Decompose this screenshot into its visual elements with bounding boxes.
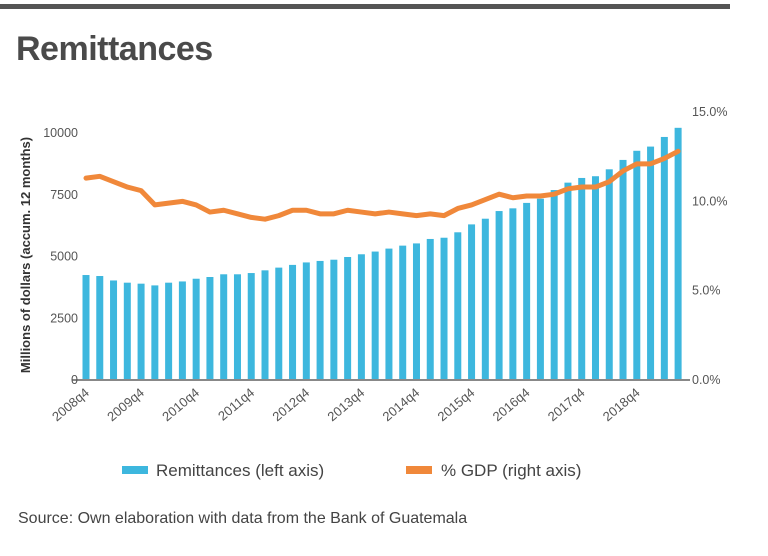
x-tick-label: 2013q4 — [324, 385, 367, 424]
y-tick-label: 7500 — [50, 188, 78, 202]
y2-tick-label: 10.0% — [692, 194, 727, 208]
bar-2009q1 — [96, 276, 104, 380]
bar-2010q2 — [165, 282, 173, 380]
x-tick-label: 2012q4 — [269, 385, 312, 424]
bar-2018q2 — [605, 169, 613, 380]
y2-tick-label: 5.0% — [692, 284, 721, 298]
gdp-line — [83, 148, 681, 222]
x-tick-label: 2018q4 — [600, 385, 643, 424]
x-tick-label: 2016q4 — [490, 385, 533, 424]
y2-tick-label: 0.0% — [692, 373, 721, 387]
x-tick-label: 2015q4 — [435, 385, 478, 424]
x-tick-label: 2009q4 — [104, 385, 147, 424]
legend: Remittances (left axis) % GDP (right axi… — [122, 461, 581, 480]
bar-2008q4 — [82, 275, 90, 380]
page-title: Remittances — [16, 30, 213, 68]
y-tick-label: 5000 — [50, 250, 78, 264]
x-tick-label: 2010q4 — [159, 385, 202, 424]
x-tick-label: 2011q4 — [215, 385, 257, 424]
bar-2010q4 — [192, 278, 200, 380]
y-axis-label: Millions of dollars (accum. 12 months) — [18, 137, 33, 373]
bar-2012q3 — [289, 264, 297, 380]
bar-2010q3 — [178, 281, 186, 380]
bar-2019q1 — [647, 146, 655, 380]
bar-2011q3 — [233, 274, 241, 380]
x-tick-label: 2008q4 — [49, 385, 92, 424]
bar-2015q2 — [440, 237, 448, 380]
bar-2009q2 — [110, 280, 118, 380]
bar-2018q1 — [591, 176, 599, 380]
bar-2017q3 — [564, 182, 572, 380]
bar-2018q4 — [633, 150, 641, 380]
bar-2011q2 — [220, 274, 228, 380]
bar-2015q3 — [454, 232, 462, 380]
bar-2018q3 — [619, 159, 627, 380]
bar-2009q3 — [123, 282, 131, 380]
y2-tick-label: 15.0% — [692, 105, 727, 119]
bar-2019q2 — [660, 136, 668, 380]
bar-2012q4 — [302, 262, 310, 380]
bar-2009q4 — [137, 283, 145, 380]
legend-swatch-remittances — [122, 466, 148, 474]
y-tick-label: 2500 — [50, 311, 78, 325]
x-tick-label: 2017q4 — [545, 385, 588, 424]
bar-2010q1 — [151, 285, 159, 380]
bar-2012q2 — [275, 267, 283, 380]
legend-label-gdp: % GDP (right axis) — [441, 461, 581, 480]
bar-2017q1 — [536, 198, 544, 380]
top-rule — [0, 4, 730, 9]
bar-2011q4 — [247, 273, 255, 380]
bar-2016q2 — [495, 211, 503, 380]
bar-2014q3 — [399, 245, 407, 380]
y-tick-label: 10000 — [43, 126, 78, 140]
bar-2013q1 — [316, 260, 324, 380]
bar-2013q4 — [357, 254, 365, 380]
bar-2014q1 — [371, 251, 379, 380]
bar-2011q1 — [206, 277, 214, 380]
bar-2017q4 — [578, 177, 586, 380]
legend-swatch-gdp — [406, 466, 432, 474]
bar-2016q3 — [509, 208, 517, 380]
legend-label-remittances: Remittances (left axis) — [156, 461, 324, 480]
x-tick-label: 2014q4 — [380, 385, 423, 424]
bar-2016q4 — [523, 202, 531, 380]
y-tick-label: 0 — [71, 373, 78, 387]
bar-2019q3 — [674, 127, 682, 380]
bar-2014q2 — [385, 248, 393, 380]
bar-2013q3 — [344, 256, 352, 380]
bar-2015q4 — [468, 224, 476, 380]
bar-2015q1 — [426, 238, 434, 380]
bar-2014q4 — [412, 243, 420, 380]
bar-2013q2 — [330, 259, 338, 380]
bar-2012q1 — [261, 270, 269, 380]
bar-2017q2 — [550, 190, 558, 380]
bar-2016q1 — [481, 218, 489, 380]
source-note: Source: Own elaboration with data from t… — [18, 510, 468, 527]
